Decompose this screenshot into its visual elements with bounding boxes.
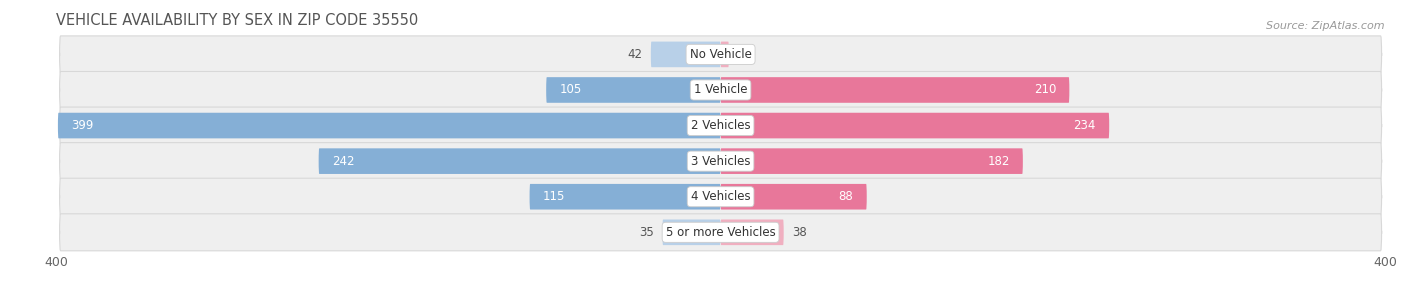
FancyBboxPatch shape [530,184,721,210]
FancyBboxPatch shape [58,113,721,138]
Text: 2 Vehicles: 2 Vehicles [690,119,751,132]
FancyBboxPatch shape [662,220,721,245]
FancyBboxPatch shape [59,214,1382,251]
FancyBboxPatch shape [721,113,1109,138]
FancyBboxPatch shape [546,77,721,103]
FancyBboxPatch shape [59,143,1382,180]
Text: 4 Vehicles: 4 Vehicles [690,190,751,203]
FancyBboxPatch shape [721,77,1070,103]
Text: 234: 234 [1074,119,1095,132]
FancyBboxPatch shape [59,36,1382,73]
FancyBboxPatch shape [59,107,1382,144]
FancyBboxPatch shape [721,41,728,67]
Text: 1 Vehicle: 1 Vehicle [693,84,748,96]
Text: 5: 5 [737,48,745,61]
Text: 242: 242 [332,155,354,168]
Text: 210: 210 [1033,84,1056,96]
Text: No Vehicle: No Vehicle [689,48,752,61]
Text: 115: 115 [543,190,565,203]
FancyBboxPatch shape [651,41,721,67]
Text: Source: ZipAtlas.com: Source: ZipAtlas.com [1267,21,1385,31]
FancyBboxPatch shape [59,178,1382,215]
FancyBboxPatch shape [59,71,1382,109]
FancyBboxPatch shape [721,184,866,210]
Text: 42: 42 [627,48,643,61]
Text: 399: 399 [72,119,94,132]
FancyBboxPatch shape [721,148,1022,174]
Text: 38: 38 [792,226,807,239]
Text: 182: 182 [987,155,1010,168]
Text: VEHICLE AVAILABILITY BY SEX IN ZIP CODE 35550: VEHICLE AVAILABILITY BY SEX IN ZIP CODE … [56,13,419,28]
Text: 35: 35 [640,226,654,239]
FancyBboxPatch shape [721,220,783,245]
Text: 105: 105 [560,84,582,96]
FancyBboxPatch shape [319,148,721,174]
Text: 88: 88 [839,190,853,203]
Text: 3 Vehicles: 3 Vehicles [690,155,751,168]
Text: 5 or more Vehicles: 5 or more Vehicles [665,226,776,239]
